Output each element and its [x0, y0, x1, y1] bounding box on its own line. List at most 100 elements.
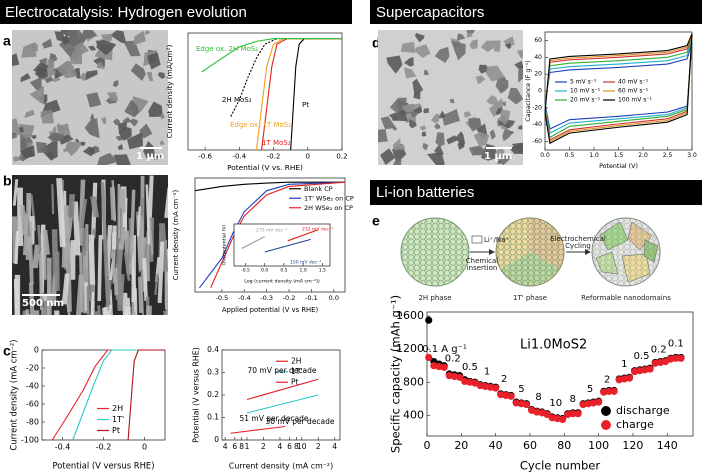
sem-feature — [68, 194, 75, 218]
sem-feature — [504, 42, 512, 50]
sem-feature — [423, 108, 429, 114]
rate-label: 5 — [518, 384, 524, 395]
sem-feature — [110, 30, 127, 44]
sem-feature — [88, 234, 96, 285]
x-tick-label: 0.0 — [261, 268, 268, 274]
legend-label: 2H WSe₂ on CP — [304, 204, 353, 212]
sem-feature — [380, 116, 397, 130]
sem-feature — [112, 80, 119, 88]
sem-feature — [509, 143, 523, 154]
y-tick-label: 0.4 — [207, 345, 219, 354]
y-tick-label: -40 — [26, 382, 39, 391]
sem-feature — [502, 77, 506, 82]
sem-feature — [157, 72, 166, 79]
rate-label: 0.5 — [462, 362, 478, 373]
sem-feature — [47, 132, 65, 143]
sem-feature — [29, 85, 45, 105]
x-axis-label: Cycle number — [520, 459, 601, 473]
sem-feature — [397, 143, 406, 151]
sem-feature — [502, 101, 506, 107]
y-tick-label: -60 — [26, 400, 39, 409]
sem-feature — [113, 118, 121, 126]
series-line — [72, 349, 165, 441]
x-axis-label: Log (current density (mA cm⁻²)) — [244, 279, 320, 285]
sem-feature — [54, 310, 60, 315]
chart: 0.0 0.5 1.0 1.5 2.0 2.5 3.0 -60 -40 -20 0 20 40 60 Pot… — [525, 31, 697, 170]
sem-feature — [119, 188, 126, 213]
sem-feature — [127, 297, 131, 315]
sem-feature — [146, 71, 153, 82]
sem-feature — [421, 131, 427, 137]
y-tick-label: 800 — [403, 375, 424, 388]
legend-label: 1T' WSe₂ on CP — [304, 194, 354, 202]
sem-feature — [40, 110, 54, 124]
rate-label: 10 — [549, 398, 562, 409]
sem-feature — [52, 74, 61, 82]
schematic-label: Li⁺/Na⁺ — [484, 236, 509, 244]
legend-label: 10 mV s⁻¹ — [570, 88, 601, 95]
y-tick-label: 0 — [34, 346, 39, 355]
sem-feature — [47, 257, 52, 315]
sem-feature — [25, 309, 30, 315]
chart: -0.6 -0.4 -0.2 0 0.2 Potential (V vs. RHE) Cur… — [165, 32, 348, 172]
sem-feature — [400, 41, 416, 54]
y-tick-label: -60 — [532, 138, 542, 145]
sem-feature — [480, 40, 494, 52]
sem-feature — [129, 118, 138, 127]
sem-feature — [12, 179, 19, 206]
sem-feature — [427, 152, 445, 165]
x-tick-label: 0 — [306, 152, 310, 160]
annotation: 70 mV per decade — [247, 366, 316, 375]
schematic-label: Cycling — [565, 242, 591, 250]
series-line — [544, 33, 693, 145]
legend-label: Pt — [112, 426, 120, 435]
schematic-label: Chemical — [466, 257, 499, 265]
sem-feature — [518, 64, 523, 83]
legend-label: 1T' — [291, 367, 302, 376]
sem-feature — [29, 76, 42, 92]
sem-feature — [489, 129, 496, 140]
data-point — [672, 354, 680, 362]
series-line — [246, 378, 319, 401]
x-tick-label: 1.0 — [589, 152, 599, 159]
rate-label: 8 — [570, 394, 576, 405]
header-bar — [370, 0, 702, 24]
x-axis-label: Current density (mA cm⁻²) — [229, 462, 333, 471]
sem-feature — [12, 156, 21, 162]
sem-feature — [146, 305, 152, 315]
sem-feature — [32, 244, 41, 269]
sem-feature — [97, 305, 101, 315]
sem-feature — [20, 72, 31, 83]
y-tick-label: 40 — [534, 54, 542, 61]
series-line — [201, 38, 342, 73]
series-line — [127, 349, 165, 441]
y-axis-label: Current density (mA cm⁻²) — [172, 189, 180, 280]
sem-feature — [14, 231, 20, 265]
x-tick-label: 0.5 — [280, 268, 287, 274]
y-tick-label: 0.3 — [207, 368, 219, 377]
sem-feature — [490, 40, 501, 52]
y-axis-label: Current density (mA/cm²) — [165, 45, 174, 139]
sem-feature — [33, 310, 40, 315]
sem-feature — [431, 114, 440, 124]
chart: 0 20 40 60 80 100 120 140 400 800 1200 1600 Cycle nu… — [389, 295, 694, 473]
sem-feature — [30, 135, 37, 140]
phase-label: Reformable nanodomains — [581, 294, 671, 302]
sem-feature — [121, 292, 129, 315]
sem-feature — [56, 123, 64, 134]
sem-feature — [419, 125, 427, 131]
sem-feature — [56, 178, 66, 248]
sem-feature — [80, 141, 86, 146]
sem-feature — [86, 92, 102, 108]
data-point — [558, 415, 567, 424]
schematic-label: insertion — [467, 264, 498, 272]
sem-feature — [102, 307, 108, 315]
sem-feature — [441, 109, 460, 126]
panel-label: b — [3, 173, 12, 189]
rate-label: 1 — [621, 359, 627, 370]
sem-feature — [455, 131, 466, 148]
x-tick-label: -0.6 — [198, 152, 212, 160]
chart-text: Li1.0MoS2 — [520, 338, 587, 353]
sem-feature — [52, 125, 57, 133]
